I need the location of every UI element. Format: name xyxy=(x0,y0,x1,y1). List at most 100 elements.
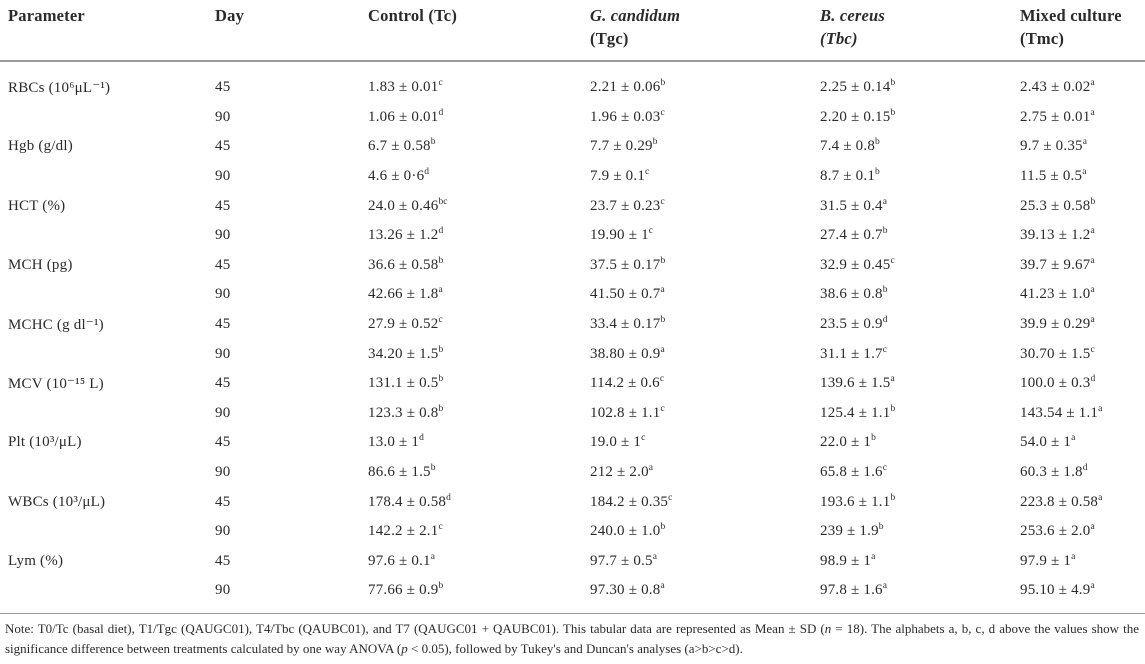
significance-superscript: b xyxy=(882,285,888,296)
value-cell-Tgc: 102.8 ± 1.1c xyxy=(590,403,665,421)
significance-superscript: c xyxy=(1090,344,1095,355)
value-cell-Tbc: 31.5 ± 0.4a xyxy=(820,196,887,214)
significance-superscript: b xyxy=(875,137,880,148)
significance-superscript: c xyxy=(660,107,665,118)
value-cell-Tbc: 31.1 ± 1.7c xyxy=(820,344,887,362)
value-cell-Tc: 6.7 ± 0.58b xyxy=(368,137,436,155)
value-cell-Tc: 13.26 ± 1.2d xyxy=(368,226,444,244)
value-cell-Tgc: 7.9 ± 0.1c xyxy=(590,167,650,185)
column-header-3: G. candidum (Tgc) xyxy=(590,4,820,50)
parameter-cell: MCH (pg) xyxy=(8,256,73,273)
significance-superscript: d xyxy=(424,167,430,178)
value-cell-Tmc: 2.75 ± 0.01a xyxy=(1020,107,1095,125)
significance-superscript: b xyxy=(438,374,444,385)
column-header-0: Parameter xyxy=(8,4,215,27)
column-header-4: B. cereus (Tbc) xyxy=(820,4,1020,50)
table-row: MCV (10⁻¹⁵ L) 45 131.1 ± 0.5b 114.2 ± 0.6c 1… xyxy=(0,369,1145,399)
significance-superscript: c xyxy=(659,374,665,385)
day-cell: 90 xyxy=(215,168,231,185)
day-cell: 45 xyxy=(215,375,231,392)
value-cell-Tgc: 19.0 ± 1c xyxy=(590,433,646,451)
significance-superscript: a xyxy=(871,551,876,562)
significance-superscript: b xyxy=(438,344,444,355)
value-cell-Tc: 77.66 ± 0.9b xyxy=(368,581,444,599)
value-cell-Tgc: 7.7 ± 0.29b xyxy=(590,137,658,155)
table-row: MCHC (g dl⁻¹) 45 27.9 ± 0.52c 33.4 ± 0.17b 2… xyxy=(0,310,1145,340)
significance-superscript: b xyxy=(430,463,436,474)
day-cell: 90 xyxy=(215,227,231,244)
significance-superscript: a xyxy=(430,551,435,562)
significance-superscript: b xyxy=(660,78,666,89)
footnote-text: n xyxy=(824,620,832,636)
value-cell-Tmc: 97.9 ± 1a xyxy=(1020,551,1076,569)
significance-superscript: a xyxy=(1090,315,1095,326)
day-cell: 45 xyxy=(215,79,231,96)
significance-superscript: a xyxy=(1098,492,1103,503)
value-cell-Tmc: 54.0 ± 1a xyxy=(1020,433,1076,451)
value-cell-Tmc: 9.7 ± 0.35a xyxy=(1020,137,1087,155)
significance-superscript: a xyxy=(1090,78,1095,89)
value-cell-Tbc: 22.0 ± 1b xyxy=(820,433,876,451)
value-cell-Tbc: 23.5 ± 0.9d xyxy=(820,315,888,333)
significance-superscript: c xyxy=(668,492,673,503)
value-cell-Tmc: 41.23 ± 1.0a xyxy=(1020,285,1095,303)
value-cell-Tc: 34.20 ± 1.5b xyxy=(368,344,444,362)
column-header-text: (Tbc) xyxy=(820,29,858,48)
value-cell-Tmc: 100.0 ± 0.3d xyxy=(1020,374,1096,392)
value-cell-Tbc: 7.4 ± 0.8b xyxy=(820,137,880,155)
significance-superscript: d xyxy=(882,315,888,326)
value-cell-Tbc: 98.9 ± 1a xyxy=(820,551,876,569)
table-row: HCT (%) 45 24.0 ± 0.46bc 23.7 ± 0.23c 31.5 ±… xyxy=(0,191,1145,221)
parameter-cell: MCHC (g dl⁻¹) xyxy=(8,317,104,334)
value-cell-Tc: 4.6 ± 0·6d xyxy=(368,167,430,185)
value-cell-Tmc: 95.10 ± 4.9a xyxy=(1020,581,1095,599)
significance-superscript: a xyxy=(1071,551,1076,562)
column-header-1: Day xyxy=(215,4,368,27)
value-cell-Tbc: 8.7 ± 0.1b xyxy=(820,167,880,185)
day-cell: 45 xyxy=(215,493,231,510)
value-cell-Tc: 27.9 ± 0.52c xyxy=(368,315,443,333)
day-cell: 90 xyxy=(215,108,231,125)
value-cell-Tgc: 97.7 ± 0.5a xyxy=(590,551,657,569)
table-row: 90 34.20 ± 1.5b 38.80 ± 0.9a 31.1 ± 1.7c 30.… xyxy=(0,339,1145,369)
significance-superscript: b xyxy=(438,255,444,266)
value-cell-Tbc: 2.25 ± 0.14b xyxy=(820,78,896,96)
value-cell-Tgc: 38.80 ± 0.9a xyxy=(590,344,665,362)
significance-superscript: b xyxy=(878,522,884,533)
column-header-text: B. cereus xyxy=(820,6,886,25)
value-cell-Tmc: 39.7 ± 9.67a xyxy=(1020,255,1095,273)
day-cell: 90 xyxy=(215,582,231,599)
parameter-cell: HCT (%) xyxy=(8,197,66,214)
day-cell: 45 xyxy=(215,138,231,155)
day-cell: 90 xyxy=(215,464,231,481)
value-cell-Tc: 178.4 ± 0.58d xyxy=(368,492,451,510)
column-header-text: Parameter xyxy=(8,6,85,25)
value-cell-Tbc: 97.8 ± 1.6a xyxy=(820,581,887,599)
value-cell-Tgc: 37.5 ± 0.17b xyxy=(590,255,666,273)
column-header-text: G. candidum xyxy=(590,6,681,25)
day-cell: 90 xyxy=(215,345,231,362)
column-header-text: Day xyxy=(215,6,245,25)
value-cell-Tmc: 60.3 ± 1.8d xyxy=(1020,463,1088,481)
value-cell-Tgc: 184.2 ± 0.35c xyxy=(590,492,673,510)
significance-superscript: a xyxy=(660,581,665,592)
significance-superscript: a xyxy=(1071,433,1076,444)
significance-superscript: a xyxy=(882,196,887,207)
table-row: Plt (10³/μL) 45 13.0 ± 1d 19.0 ± 1c 22.0 ± 1… xyxy=(0,428,1145,458)
significance-superscript: d xyxy=(438,107,444,118)
day-cell: 45 xyxy=(215,434,231,451)
table-row: Hgb (g/dl) 45 6.7 ± 0.58b 7.7 ± 0.29b 7.4 ± … xyxy=(0,132,1145,162)
significance-superscript: d xyxy=(1090,374,1096,385)
value-cell-Tc: 36.6 ± 0.58b xyxy=(368,255,444,273)
significance-superscript: b xyxy=(890,492,896,503)
parameter-cell: Hgb (g/dl) xyxy=(8,138,73,155)
parameter-cell: MCV (10⁻¹⁵ L) xyxy=(8,376,104,393)
significance-superscript: b xyxy=(875,167,880,178)
table-row: WBCs (10³/μL) 45 178.4 ± 0.58d 184.2 ± 0.35… xyxy=(0,487,1145,517)
significance-superscript: a xyxy=(1098,403,1103,414)
value-cell-Tgc: 114.2 ± 0.6c xyxy=(590,374,665,392)
value-cell-Tbc: 38.6 ± 0.8b xyxy=(820,285,888,303)
day-cell: 45 xyxy=(215,256,231,273)
significance-superscript: a xyxy=(882,581,887,592)
value-cell-Tgc: 41.50 ± 0.7a xyxy=(590,285,665,303)
